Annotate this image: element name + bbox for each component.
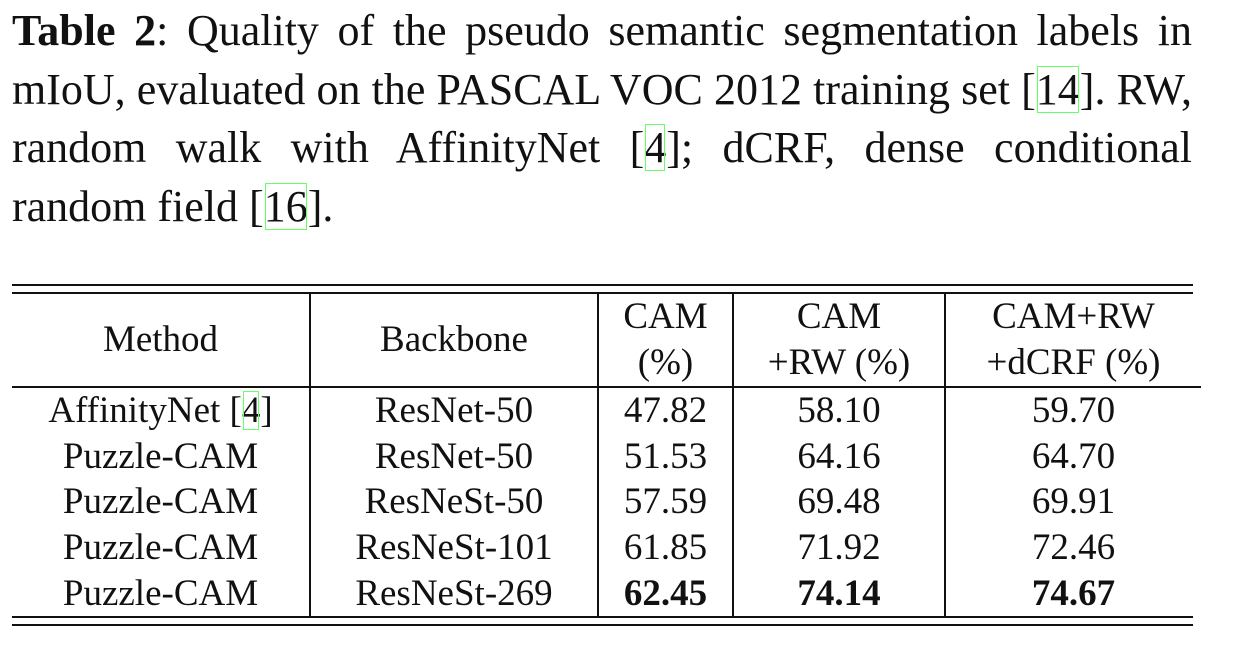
results-table: Method Backbone CAM (%) CAM +RW (%) CAM+RW… [12, 284, 1201, 626]
cell-cam-rw-best: 74.14 [733, 570, 946, 616]
cell-backbone: ResNeSt-269 [310, 570, 599, 616]
cell-backbone: ResNeSt-50 [310, 479, 599, 525]
bottom-rule [12, 615, 1193, 618]
cell-cam-rw-dcrf-best: 74.67 [1031, 572, 1116, 614]
table-row: Puzzle-CAM ResNeSt-269 62.45 74.14 74.67 [12, 570, 1201, 616]
top-rule [12, 284, 1193, 286]
top-rule [12, 292, 1193, 294]
caption-text: ]. [307, 181, 334, 231]
cell-backbone: ResNet-50 [310, 433, 599, 480]
cell-method: Puzzle-CAM [12, 479, 311, 525]
header-cam: CAM (%) [598, 294, 734, 387]
header-cam-rw-line2: +RW (%) [767, 342, 911, 383]
header-cam-line1: CAM [623, 296, 708, 337]
miou-table: Method Backbone CAM (%) CAM +RW (%) CAM+RW… [12, 294, 1201, 616]
header-backbone: Backbone [310, 294, 599, 387]
cell-cam-rw: 58.10 [733, 387, 946, 434]
cell-method: Puzzle-CAM [12, 524, 311, 571]
cell-cam: 51.53 [598, 433, 734, 480]
cell-cam-rw: 71.92 [733, 524, 946, 571]
table-row: AffinityNet [4] ResNet-50 47.82 58.10 59… [12, 387, 1201, 434]
header-cam-rw-dcrf: CAM+RW +dCRF (%) [945, 294, 1201, 387]
cell-method: Puzzle-CAM [12, 570, 311, 616]
cell-cam: 57.59 [598, 479, 734, 525]
header-cam-rw: CAM +RW (%) [733, 294, 946, 387]
cell-method: Puzzle-CAM [12, 433, 311, 480]
header-method: Method [12, 294, 311, 387]
cell-cam: 61.85 [598, 524, 734, 571]
cell-cam-rw-dcrf: 59.70 [1031, 390, 1116, 432]
cell-cam-rw-dcrf: 64.70 [1031, 435, 1116, 477]
citation-link[interactable]: 4 [644, 123, 667, 172]
header-cam-rw-dcrf-line1: CAM+RW [992, 296, 1155, 337]
caption-label: Table 2 [12, 6, 157, 55]
citation-link[interactable]: 14 [1035, 64, 1080, 114]
cell-cam-rw-dcrf: 72.46 [1031, 527, 1116, 569]
cell-cam-best: 62.45 [598, 570, 734, 616]
method-text: ] [260, 390, 273, 432]
cell-cam-rw: 64.16 [733, 433, 946, 480]
cell-method: AffinityNet [4] [12, 387, 311, 434]
caption-text: ]. RW, random walk with AffinityNet [ [12, 64, 1193, 173]
cell-cam-rw-dcrf: 69.91 [1031, 481, 1116, 523]
citation-link[interactable]: 4 [241, 390, 261, 432]
cell-backbone: ResNeSt-101 [310, 524, 599, 571]
caption-text: : Quality of the pseudo semantic segment… [12, 6, 1192, 114]
table-row: Puzzle-CAM ResNet-50 51.53 64.16 64.70 [12, 433, 1201, 480]
header-cam-line2: (%) [637, 342, 694, 383]
caption-text: ]; dCRF, dense conditional random field … [12, 123, 1192, 231]
bottom-rule [12, 623, 1193, 626]
header-cam-rw-line1: CAM [796, 296, 882, 337]
header-cam-rw-dcrf-line2: +dCRF (%) [986, 342, 1161, 383]
citation-link[interactable]: 16 [263, 181, 308, 231]
table-caption: Table 2: Quality of the pseudo semantic … [12, 2, 1192, 236]
cell-backbone: ResNet-50 [310, 387, 599, 434]
table-row: Puzzle-CAM ResNeSt-101 61.85 71.92 72.46 [12, 524, 1201, 571]
cell-cam-rw: 69.48 [733, 479, 946, 525]
table-row: Puzzle-CAM ResNeSt-50 57.59 69.48 69.91 [12, 479, 1201, 525]
cell-cam: 47.82 [598, 387, 734, 434]
table-header-row: Method Backbone CAM (%) CAM +RW (%) CAM+RW… [12, 294, 1201, 387]
method-text: AffinityNet [ [48, 390, 242, 432]
